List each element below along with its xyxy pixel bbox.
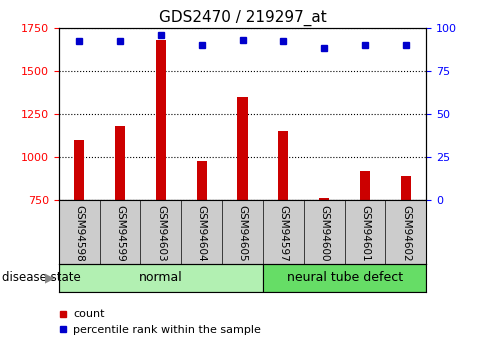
Title: GDS2470 / 219297_at: GDS2470 / 219297_at — [159, 10, 326, 26]
Text: normal: normal — [139, 271, 183, 284]
Text: GSM94599: GSM94599 — [115, 205, 125, 262]
Text: ▶: ▶ — [45, 271, 55, 284]
Text: neural tube defect: neural tube defect — [287, 271, 403, 284]
Bar — [59, 264, 263, 292]
Bar — [238, 97, 247, 200]
Text: GSM94597: GSM94597 — [278, 205, 289, 262]
Bar — [360, 171, 370, 200]
Bar — [263, 264, 426, 292]
Bar — [401, 176, 411, 200]
Text: GSM94600: GSM94600 — [319, 205, 329, 262]
Text: GSM94601: GSM94601 — [360, 205, 370, 262]
Bar — [278, 131, 289, 200]
Bar — [156, 40, 166, 200]
Bar — [319, 198, 329, 200]
Text: GSM94604: GSM94604 — [196, 205, 207, 262]
Text: GSM94603: GSM94603 — [156, 205, 166, 262]
Text: GSM94602: GSM94602 — [401, 205, 411, 262]
Bar — [196, 161, 207, 200]
Bar — [74, 140, 84, 200]
Text: disease state: disease state — [2, 271, 81, 284]
Text: GSM94598: GSM94598 — [74, 205, 84, 262]
Text: GSM94605: GSM94605 — [238, 205, 247, 262]
Legend: count, percentile rank within the sample: count, percentile rank within the sample — [54, 305, 266, 339]
Bar — [115, 126, 125, 200]
